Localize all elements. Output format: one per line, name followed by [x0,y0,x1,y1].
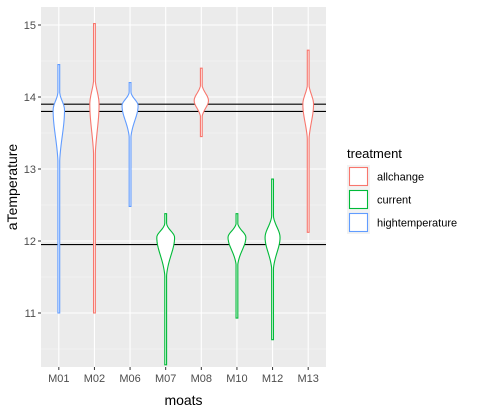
y-tick-label: 14 [24,92,36,104]
y-axis-title: aTemperature [4,144,20,231]
legend-key-current [348,189,369,210]
violin-M06 [121,82,139,207]
violins [52,23,315,366]
violin-M10 [227,213,247,319]
x-tick-label: M01 [48,373,69,385]
y-tick-label: 11 [25,308,36,320]
legend-key-allchange [348,166,369,187]
plot-panel [41,7,326,367]
violin-M07 [156,213,176,366]
y-tick-label: 12 [24,236,36,248]
y-axis: 11 12 13 14 15 [24,20,41,320]
legend-label-current: current [377,195,411,207]
x-tick-label: M13 [297,373,318,385]
x-tick-label: M10 [226,373,247,385]
legend-label-allchange: allchange [377,172,424,184]
legend-key-hightemperature [348,212,369,233]
legend-label-hightemperature: hightemperature [377,218,457,230]
x-axis: M01 M02 M06 M07 M08 M10 M12 M13 [48,367,319,385]
violin-M12 [264,178,281,341]
x-tick-label: M08 [191,373,212,385]
x-tick-label: M02 [84,373,105,385]
y-tick-label: 13 [24,164,36,176]
x-tick-label: M12 [262,373,283,385]
violin-M13 [302,49,315,233]
x-axis-title: moats [164,392,202,408]
legend: treatment allchange current hightemperatur… [347,146,457,234]
legend-title: treatment [347,146,402,161]
x-tick-label: M07 [155,373,176,385]
violin-M08 [193,67,209,138]
x-tick-label: M06 [119,373,140,385]
y-tick-label: 15 [24,20,36,32]
violin-M01 [52,64,66,314]
violin-M02 [89,23,100,314]
